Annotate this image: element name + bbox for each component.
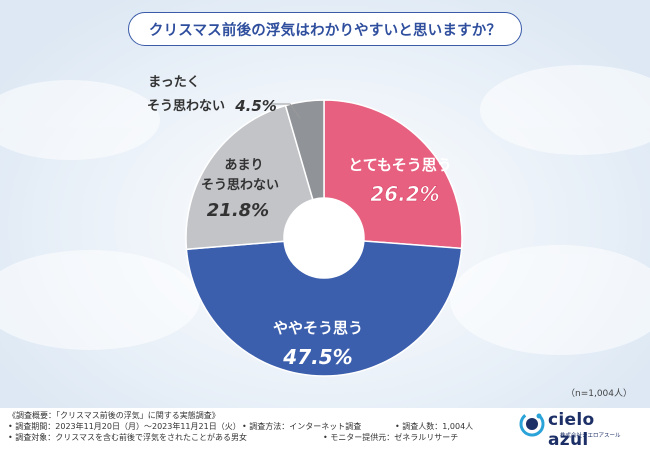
survey-target: • 調査対象：クリスマスを含む前後で浮気をされたことがある男女 bbox=[8, 433, 248, 442]
survey-method: • 調査方法：インターネット調査 bbox=[242, 422, 362, 431]
survey-count: • 調査人数：1,004人 bbox=[395, 422, 474, 431]
slice-label-not-at-all-l1: まったく bbox=[148, 75, 199, 90]
survey-provider: • モニター提供元：ゼネラルリサーチ bbox=[323, 433, 459, 442]
slice-somewhat-agree bbox=[185, 240, 463, 377]
slice-value-strongly-agree: 26.2% bbox=[370, 182, 439, 206]
slice-label-strongly-agree: とてもそう思う bbox=[348, 156, 452, 174]
slice-label-not-really-l2: そう思わない bbox=[201, 178, 279, 193]
leader-line bbox=[270, 103, 301, 119]
slice-value-not-really: 21.8% bbox=[207, 200, 269, 221]
slice-label-not-at-all-l2: そう思わない bbox=[147, 99, 225, 114]
slice-value-not-at-all: 4.5% bbox=[234, 97, 277, 115]
survey-overview: 《調査概要：「クリスマス前後の浮気」に関する実態調査》 bbox=[8, 411, 220, 420]
slice-value-somewhat-agree: 47.5% bbox=[282, 345, 352, 369]
slice-label-somewhat-agree: ややそう思う bbox=[273, 319, 363, 337]
survey-footer: 《調査概要：「クリスマス前後の浮気」に関する実態調査》 • 調査期間：2023年… bbox=[0, 408, 650, 450]
logo-name: cielo azul bbox=[548, 410, 595, 450]
donut-hole bbox=[284, 198, 364, 278]
chart-title-text: クリスマス前後の浮気はわかりやすいと思いますか？ bbox=[148, 22, 502, 39]
logo-subtitle: 株式会社シエロアスール bbox=[560, 433, 621, 439]
survey-period: • 調査期間：2023年11月20日（月）〜2023年11月21日（火） bbox=[8, 422, 241, 431]
slice-label-not-really-l1: あまり bbox=[224, 158, 263, 173]
chart-title: クリスマス前後の浮気はわかりやすいと思いますか？ bbox=[128, 12, 522, 46]
sample-size: （n=1,004人） bbox=[565, 389, 632, 399]
cielo-azul-logo: cielo azul 株式会社シエロアスール bbox=[518, 410, 636, 450]
logo-mark-icon bbox=[519, 411, 545, 437]
